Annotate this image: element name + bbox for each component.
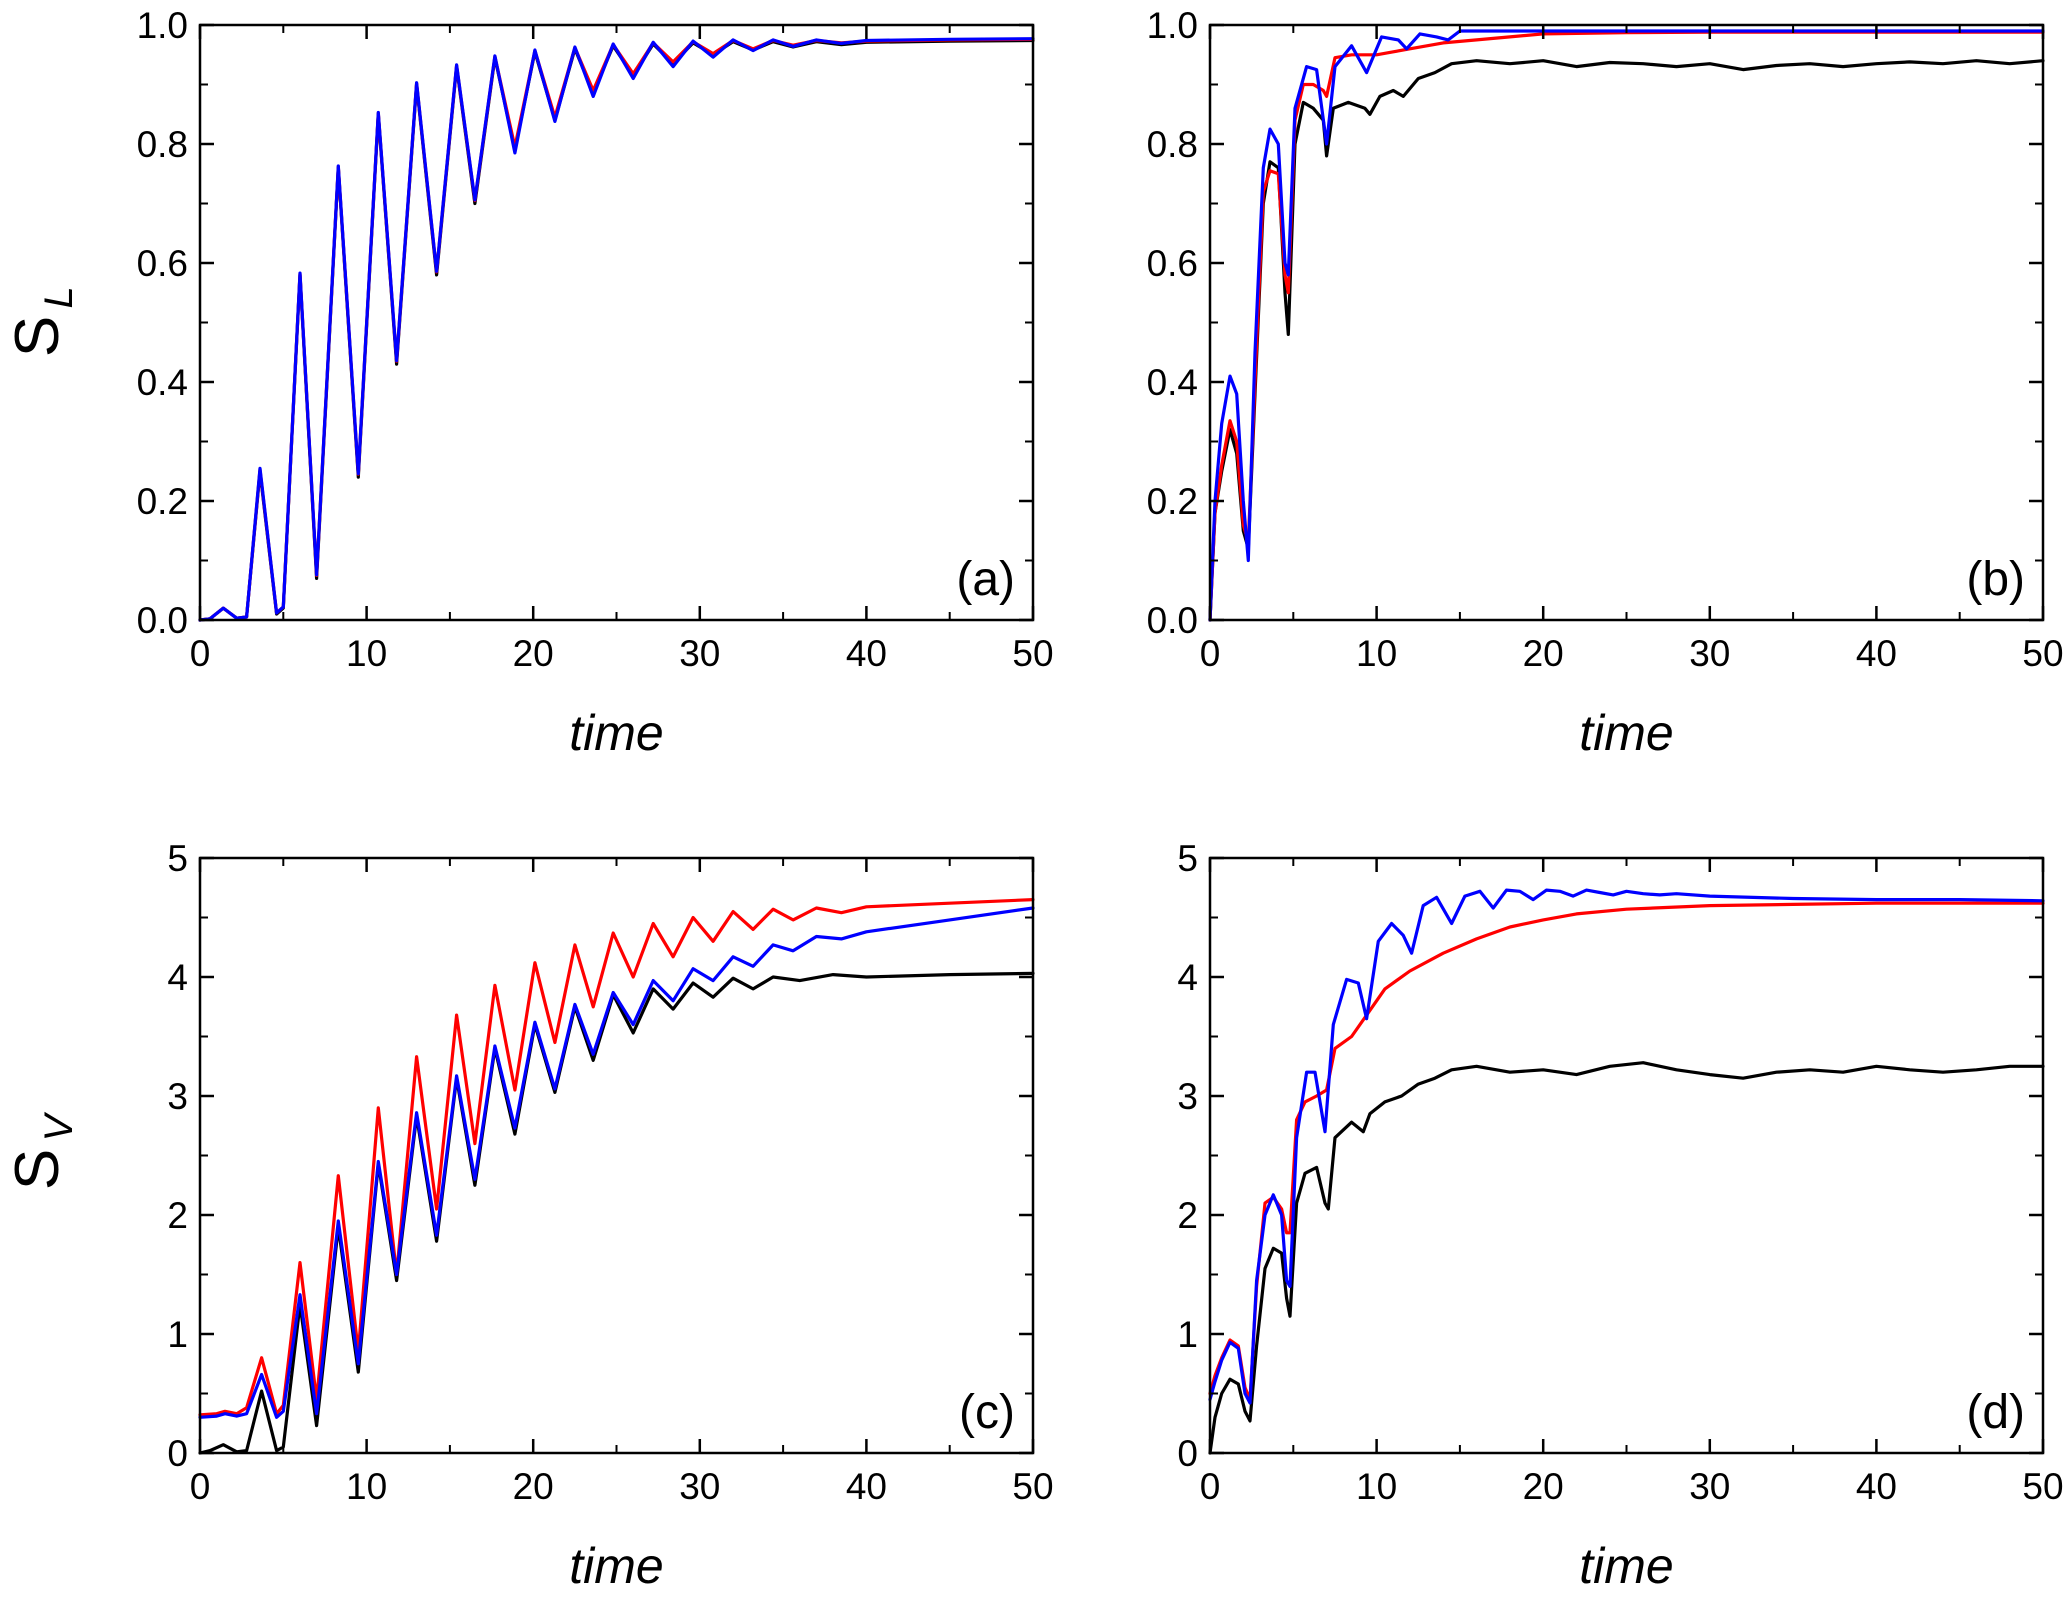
x-tick-label: 0 (190, 633, 211, 674)
y-tick-label: 0.4 (137, 362, 188, 403)
series-line-black (1208, 59, 2045, 622)
x-tick-label: 20 (1523, 633, 1564, 674)
x-tick-label: 40 (846, 633, 887, 674)
y-axis-label-subscript: L (37, 286, 81, 308)
y-tick-label: 0.2 (1147, 481, 1198, 522)
plot-frame (1208, 23, 2045, 622)
x-tick-label: 30 (1689, 1466, 1730, 1507)
panel-label: (b) (1966, 553, 2025, 606)
chart-panel-4: 0 10 20 30 40 50 0 1 2 3 4 5 time (d) (1177, 838, 2063, 1594)
y-tick-label: 0.0 (1147, 600, 1198, 641)
series-line-black (1208, 1061, 2045, 1455)
y-tick-label: 1.0 (137, 5, 188, 46)
x-tick-label: 40 (1856, 633, 1897, 674)
x-tick-label: 50 (1012, 633, 1053, 674)
y-axis-label-main: S (3, 316, 72, 357)
series-line-blue (1208, 888, 2045, 1405)
y-tick-label: 0.2 (137, 481, 188, 522)
x-tick-label: 20 (513, 633, 554, 674)
x-tick-label: 50 (1012, 1466, 1053, 1507)
plot-frame (1208, 856, 2045, 1455)
x-tick-label: 40 (1856, 1466, 1897, 1507)
y-tick-label: 0.8 (137, 124, 188, 165)
panel-label: (a) (956, 553, 1015, 606)
x-tick-label: 20 (513, 1466, 554, 1507)
x-axis-label: time (569, 705, 663, 761)
y-tick-label: 2 (1177, 1195, 1198, 1236)
y-axis-label-subscript: V (37, 1112, 81, 1142)
y-tick-label: 5 (1177, 838, 1198, 879)
y-axis-label: SL (3, 286, 81, 357)
y-tick-label: 2 (167, 1195, 188, 1236)
y-tick-label: 0.8 (1147, 124, 1198, 165)
x-tick-label: 0 (190, 1466, 211, 1507)
y-tick-label: 0 (1177, 1433, 1198, 1474)
y-tick-label: 1 (167, 1314, 188, 1355)
chart-panel-2: 0 10 20 30 40 50 0.0 0.2 0.4 0.6 0.8 1.0 time (b) (1147, 5, 2064, 761)
y-axis-label: SV (3, 1112, 81, 1191)
y-tick-label: 1 (1177, 1314, 1198, 1355)
x-tick-label: 10 (1356, 1466, 1397, 1507)
x-tick-label: 10 (346, 1466, 387, 1507)
series-line-blue (198, 37, 1035, 622)
panel-label: (c) (959, 1386, 1015, 1439)
y-tick-label: 4 (1177, 957, 1198, 998)
series-line-red (1208, 30, 2045, 622)
series-line-black (198, 971, 1035, 1455)
y-tick-label: 0.6 (1147, 243, 1198, 284)
y-tick-label: 1.0 (1147, 5, 1198, 46)
x-tick-label: 50 (2022, 633, 2063, 674)
y-tick-label: 3 (167, 1076, 188, 1117)
x-axis-label: time (1579, 705, 1673, 761)
x-tick-label: 30 (679, 1466, 720, 1507)
chart-panel-1: 0 10 20 30 40 50 0.0 0.2 0.4 0.6 0.8 1.0 time SL (a) (3, 5, 1054, 761)
series-line-red (1208, 901, 2045, 1402)
x-tick-label: 0 (1200, 633, 1221, 674)
series-line-blue (198, 906, 1035, 1419)
x-tick-label: 30 (1689, 633, 1730, 674)
x-tick-label: 10 (1356, 633, 1397, 674)
y-tick-label: 4 (167, 957, 188, 998)
plot-frame (198, 23, 1035, 622)
chart-panel-3: 0 10 20 30 40 50 0 1 2 3 4 5 time SV (c) (3, 838, 1054, 1594)
y-tick-label: 5 (167, 838, 188, 879)
y-tick-label: 3 (1177, 1076, 1198, 1117)
x-tick-label: 0 (1200, 1466, 1221, 1507)
x-axis-label: time (569, 1538, 663, 1594)
x-tick-label: 30 (679, 633, 720, 674)
y-axis-label-main: S (3, 1149, 72, 1190)
series-line-black (198, 38, 1035, 622)
series-line-blue (1208, 29, 2045, 622)
x-tick-label: 10 (346, 633, 387, 674)
y-tick-label: 0.0 (137, 600, 188, 641)
x-tick-label: 50 (2022, 1466, 2063, 1507)
x-tick-label: 40 (846, 1466, 887, 1507)
series-line-red (198, 37, 1035, 622)
x-axis-label: time (1579, 1538, 1673, 1594)
y-tick-label: 0.6 (137, 243, 188, 284)
y-tick-label: 0.4 (1147, 362, 1198, 403)
y-tick-label: 0 (167, 1433, 188, 1474)
x-tick-label: 20 (1523, 1466, 1564, 1507)
panel-label: (d) (1966, 1386, 2025, 1439)
series-line-red (198, 898, 1035, 1417)
